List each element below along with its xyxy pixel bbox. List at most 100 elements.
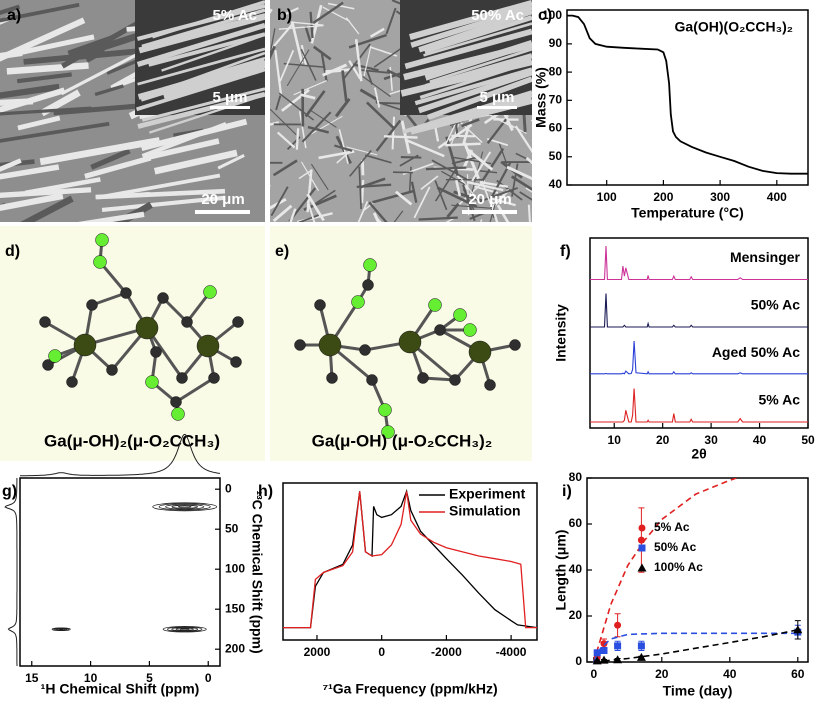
crystal [0, 159, 35, 168]
crystal [312, 45, 332, 61]
crystal [278, 24, 324, 30]
atom [232, 316, 244, 328]
crystal [480, 147, 505, 184]
crystal [383, 135, 418, 139]
crystal [429, 47, 532, 84]
crystal [77, 211, 145, 222]
atom [176, 372, 188, 384]
series-label: 50% Ac [751, 296, 801, 312]
crystal [322, 6, 351, 22]
panel-label: g) [2, 483, 17, 500]
crystal [479, 181, 509, 188]
atom [73, 333, 97, 357]
crystal [162, 62, 265, 100]
crystal [306, 201, 316, 222]
crystal [441, 170, 466, 186]
y-tick-label: 0 [575, 654, 582, 668]
crystal [348, 60, 362, 80]
crystal [270, 108, 297, 136]
atom [42, 359, 54, 371]
x-tick-label: 300 [710, 190, 730, 204]
crystal [90, 148, 131, 170]
crystal [486, 118, 508, 145]
crystal [153, 149, 238, 175]
crystal [298, 111, 307, 149]
crystal [336, 150, 351, 164]
crystal [101, 195, 226, 212]
marker [637, 536, 645, 544]
x-tick-label: 5 [146, 671, 153, 685]
crystal [348, 33, 387, 49]
crystal [0, 106, 92, 116]
atom [381, 425, 395, 439]
crystal [434, 166, 459, 202]
crystal [138, 13, 265, 54]
contour-ring [152, 502, 218, 512]
marker [793, 625, 803, 634]
legend-label: Experiment [449, 486, 526, 502]
marker [613, 655, 623, 664]
atom [318, 333, 342, 357]
data-line [283, 491, 537, 629]
crystal [16, 72, 72, 84]
panel-label: i) [562, 483, 572, 500]
pattern-line [590, 245, 808, 281]
crystal [359, 88, 380, 102]
marker [637, 642, 645, 650]
crystal [310, 163, 329, 191]
crystal [279, 49, 295, 82]
crystal [272, 204, 293, 222]
crystal [423, 15, 532, 54]
crystal [417, 69, 532, 114]
atom [157, 292, 169, 304]
crystal [304, 90, 326, 118]
pattern-line [590, 388, 808, 423]
x-tick-label: 10 [608, 433, 622, 447]
sem-image [270, 0, 532, 222]
x-tick-label: 15 [25, 671, 39, 685]
crystal [24, 177, 101, 196]
crystal [461, 118, 480, 128]
y-axis-label: ¹³C Chemical Shift (ppm) [249, 490, 265, 653]
crystal [286, 49, 310, 87]
crystal [391, 116, 396, 150]
crystal [314, 189, 336, 205]
x-tick-label: 50 [801, 433, 815, 447]
crystal [140, 118, 248, 152]
crystal [270, 186, 289, 217]
y-tick-label: 200 [225, 641, 245, 655]
crystal [270, 28, 276, 59]
crystal [136, 3, 265, 41]
crystal [291, 21, 324, 26]
y-tick-label: 20 [569, 608, 583, 622]
structure-caption: Ga(μ-OH) (μ-O₂CCH₃)₂ [312, 431, 493, 450]
crystal [446, 202, 460, 218]
crystal [293, 79, 328, 96]
panel-label: h) [258, 483, 273, 500]
contour-ring [171, 627, 199, 632]
x-axis-label: Time (day) [663, 683, 733, 699]
x-axis-label: 2θ [691, 446, 706, 462]
crystal [455, 179, 462, 197]
contour-ring [162, 626, 207, 633]
x-tick-label: 10 [84, 671, 98, 685]
crystal [300, 93, 316, 100]
crystal [284, 7, 299, 16]
marker [592, 656, 602, 665]
crystal [437, 123, 473, 150]
atom [86, 299, 98, 311]
crystal [312, 1, 344, 25]
crystal [372, 212, 380, 222]
crystal [433, 125, 440, 142]
crystal [364, 154, 392, 164]
crystal [366, 101, 396, 130]
atom [39, 316, 51, 328]
crystal [320, 53, 328, 82]
crystal [445, 217, 456, 222]
crystal [414, 67, 532, 106]
x-axis-label: Temperature (°C) [631, 205, 744, 221]
scale-label: 20 μm [468, 191, 511, 208]
crystal [400, 156, 422, 159]
crystal [365, 69, 373, 85]
marker [636, 652, 646, 661]
